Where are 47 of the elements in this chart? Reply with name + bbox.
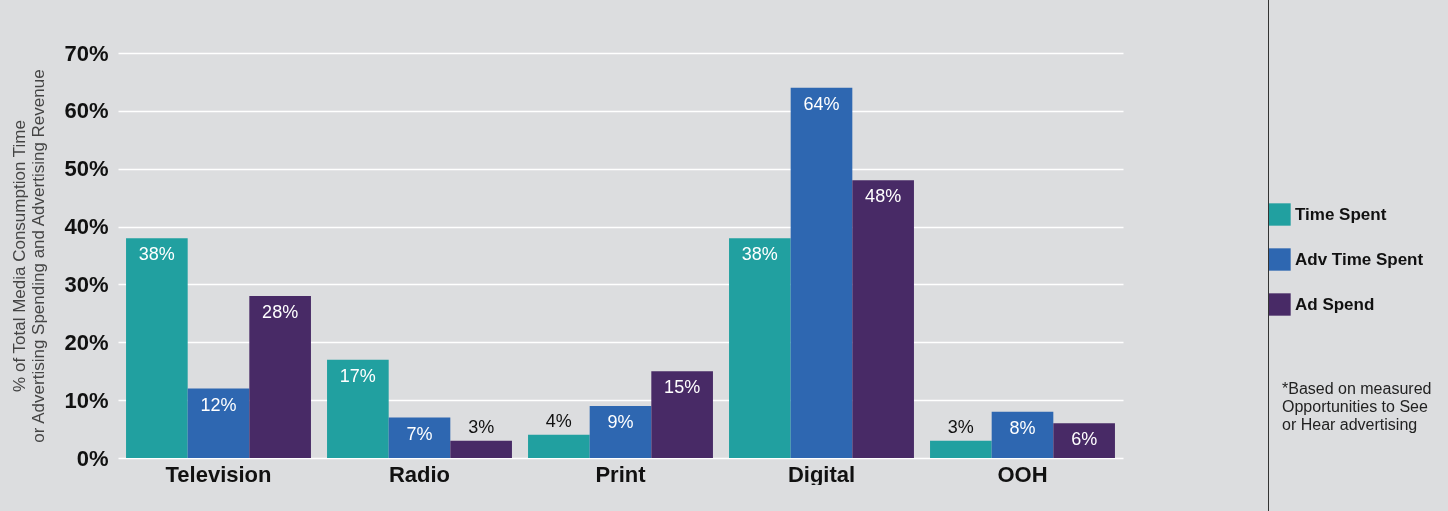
x-tick-label: Radio [388,461,451,487]
y-tick-label: 20% [64,329,109,355]
bar [651,371,713,458]
data-label: 48% [865,186,902,207]
data-label: 4% [545,410,572,431]
data-label: 12% [200,394,237,415]
bar [930,440,992,458]
bar [1053,423,1115,458]
bar [249,296,311,458]
y-tick-label: 0% [76,445,109,471]
data-label: 3% [468,416,495,437]
bar [790,87,853,458]
data-label: 9% [607,411,634,432]
data-label: 17% [339,365,376,386]
bar [852,180,914,458]
bar [187,388,250,458]
data-label: 64% [803,93,840,114]
x-tick-label: OOH [997,461,1048,487]
legend-label: Ad Spend [1295,294,1375,314]
data-label: 15% [664,377,701,398]
y-tick-label: 50% [64,156,109,182]
x-tick-label: Print [595,461,647,487]
data-label: 8% [1009,417,1036,438]
y-axis-title: % of Total Media Consumption Time or Advertising Spending and Advertising Revenue [10,69,49,443]
bar [729,238,791,458]
bar [589,405,652,458]
y-tick-label: 30% [64,271,109,297]
bar [450,440,512,458]
text: *Based on measured Opportunities to See or Hear advertising [1282,380,1432,434]
bar [327,359,389,458]
y-tick-label: 40% [64,214,109,240]
x-tick-label: Television [165,461,272,487]
data-label: 6% [1071,429,1098,450]
legend-label: Time Spent [1295,204,1387,224]
data-label: 7% [406,423,433,444]
y-tick-label: 10% [64,387,109,413]
y-tick-label: 60% [64,98,109,124]
y-tick-label: 70% [64,40,109,66]
data-label: 38% [138,244,175,265]
data-label: 28% [262,302,299,322]
bar [388,417,451,458]
bar [528,434,590,458]
legend-label: Adv Time Spent [1295,249,1424,269]
bar [126,238,188,458]
data-label: 3% [947,416,974,437]
data-label: 38% [741,244,778,265]
bar [991,411,1054,458]
